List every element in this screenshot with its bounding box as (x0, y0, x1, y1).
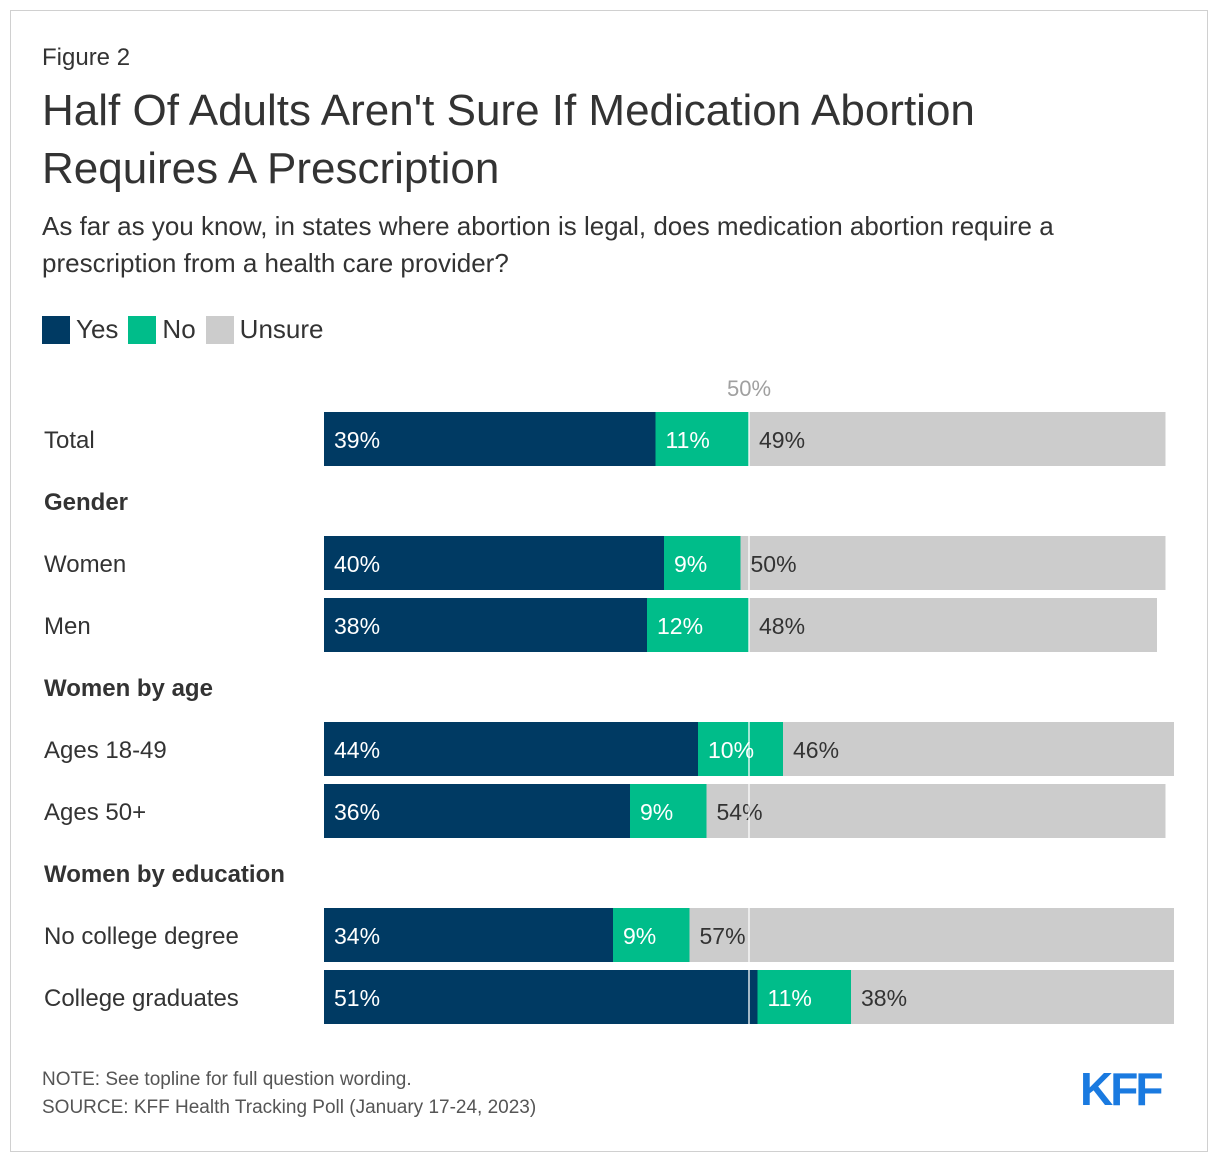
bar-segment-yes (324, 908, 613, 962)
data-label-yes: 40% (334, 551, 380, 577)
group-header: Women by age (44, 675, 213, 702)
legend-label-no: No (162, 314, 196, 344)
data-label-unsure: 38% (861, 985, 907, 1011)
bar-segment-yes (324, 412, 656, 466)
bar-segment-no (655, 412, 749, 466)
data-label-unsure: 48% (759, 613, 805, 639)
legend-label-yes: Yes (76, 314, 119, 344)
row-label: Ages 50+ (44, 799, 146, 826)
legend-swatch-no (128, 315, 157, 344)
data-label-no: 9% (623, 923, 656, 949)
bar-segment-unsure (783, 722, 1174, 776)
legend: Yes No Unsure (42, 314, 334, 345)
chart-subtitle: As far as you know, in states where abor… (42, 211, 1054, 278)
data-label-yes: 38% (334, 613, 380, 639)
legend-item-no: No (128, 314, 196, 345)
data-label-no: 9% (674, 551, 707, 577)
chart-title: Half Of Adults Aren't Sure If Medication… (42, 86, 975, 193)
figure-frame (10, 10, 1208, 1152)
footer-source: SOURCE: KFF Health Tracking Poll (Januar… (42, 1097, 537, 1118)
bar-segment-yes (324, 536, 664, 590)
bar-segment-no (757, 970, 851, 1024)
row-label: Women (44, 551, 126, 578)
bar-segment-yes (324, 784, 630, 838)
row-label: Ages 18-49 (44, 737, 167, 764)
data-label-unsure: 57% (700, 923, 746, 949)
data-label-no: 12% (657, 613, 703, 639)
bar-segment-unsure (749, 598, 1157, 652)
group-header: Women by education (44, 861, 285, 888)
footer-note: NOTE: See topline for full question word… (42, 1069, 412, 1090)
data-label-yes: 44% (334, 737, 380, 763)
data-label-unsure: 54% (717, 799, 763, 825)
row-label: College graduates (44, 985, 239, 1012)
bar-segment-unsure (706, 784, 1166, 838)
data-label-unsure: 46% (793, 737, 839, 763)
bar-segment-unsure (851, 970, 1174, 1024)
bar-segment-yes (324, 598, 647, 652)
footer: NOTE: See topline for full question word… (42, 1066, 536, 1122)
data-label-unsure: 49% (759, 427, 805, 453)
legend-item-yes: Yes (42, 314, 118, 345)
row-label: Total (44, 427, 95, 454)
bar-segment-unsure (749, 412, 1166, 466)
row-label: No college degree (44, 923, 239, 950)
bar-segment-no (647, 598, 749, 652)
bar-segment-unsure (740, 536, 1166, 590)
data-label-no: 10% (708, 737, 754, 763)
bar-segment-yes (324, 722, 698, 776)
bar-segment-no (664, 536, 741, 590)
row-label: Men (44, 613, 91, 640)
group-header: Gender (44, 489, 128, 516)
data-label-yes: 51% (334, 985, 380, 1011)
data-label-unsure: 50% (751, 551, 797, 577)
legend-label-unsure: Unsure (239, 314, 324, 344)
reference-line-label: 50% (727, 376, 771, 401)
data-label-yes: 39% (334, 427, 380, 453)
data-label-no: 11% (768, 985, 812, 1011)
bar-segment-no (613, 908, 690, 962)
bar-segment-no (698, 722, 783, 776)
legend-item-unsure: Unsure (205, 314, 324, 345)
data-label-yes: 36% (334, 799, 380, 825)
legend-swatch-yes (42, 315, 70, 344)
bar-segment-unsure (689, 908, 1174, 962)
bar-segment-no (630, 784, 707, 838)
legend-swatch-unsure (205, 315, 234, 344)
bar-segment-yes (324, 970, 758, 1024)
data-label-yes: 34% (334, 923, 380, 949)
figure-label: Figure 2 (42, 44, 131, 71)
data-label-no: 9% (640, 799, 673, 825)
kff-logo: KFF (1080, 1063, 1163, 1115)
data-label-no: 11% (666, 427, 710, 453)
